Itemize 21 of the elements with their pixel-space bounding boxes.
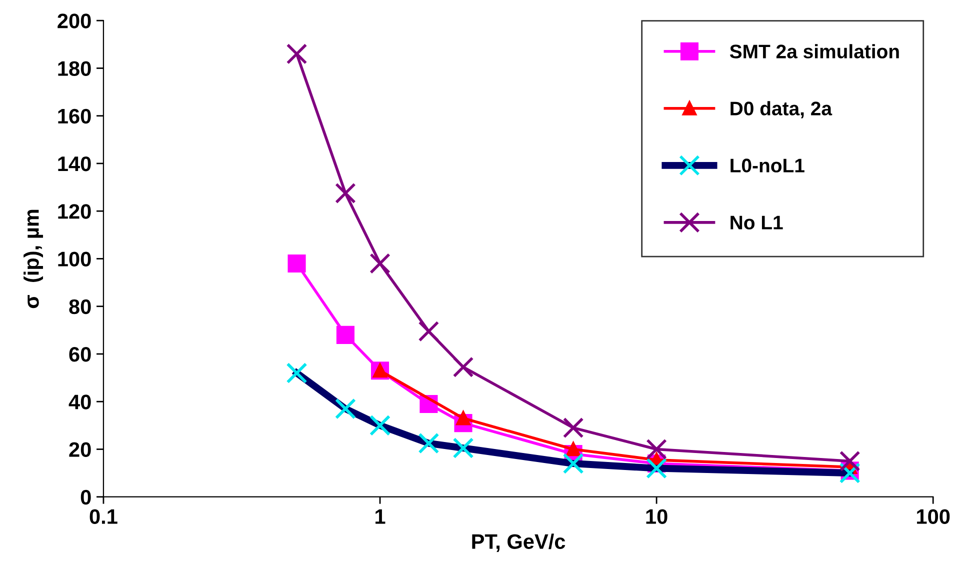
legend-label: SMT 2a simulation xyxy=(730,44,899,58)
x-tick-label: 100 xyxy=(917,509,950,524)
y-tick-label: 160 xyxy=(58,108,91,124)
y-tick-label: 20 xyxy=(69,442,91,457)
x-tick-label: 10 xyxy=(646,509,668,524)
legend-label: L0-noL1 xyxy=(730,158,804,172)
legend-label: No L1 xyxy=(730,216,783,230)
y-tick-label: 200 xyxy=(58,14,91,28)
y-tick-label: 140 xyxy=(58,156,91,172)
x-tick-label: 1 xyxy=(376,509,386,524)
y-tick-label: 180 xyxy=(58,61,91,76)
y-tick-label: 0 xyxy=(80,490,91,505)
y-tick-label: 60 xyxy=(69,346,91,362)
y-tick-label: 100 xyxy=(58,252,91,266)
legend-label: D0 data, 2a xyxy=(730,101,832,118)
y-tick-label: 120 xyxy=(58,204,91,219)
y-tick-label: 80 xyxy=(69,299,91,314)
x-tick-label: 0.1 xyxy=(90,509,118,524)
y-axis-title: σ (ip), µm xyxy=(24,210,44,308)
y-tick-label: 40 xyxy=(68,394,91,410)
x-axis-title: PT, GeV/c xyxy=(472,534,566,552)
